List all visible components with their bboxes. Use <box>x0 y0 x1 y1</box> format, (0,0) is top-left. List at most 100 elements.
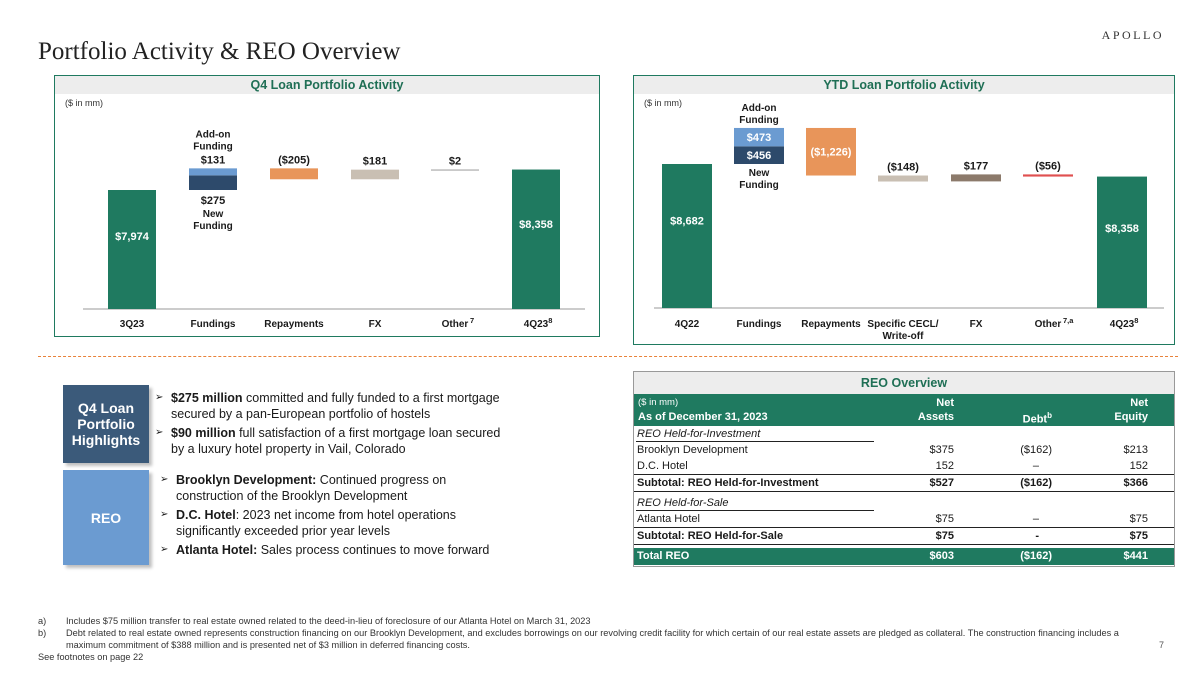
row-assets: $75 <box>935 530 954 542</box>
col-debt-label: Debt <box>1022 413 1048 426</box>
list-item: ➢ Brooklyn Development: Continued progres… <box>160 472 500 504</box>
addon-funding-bar <box>189 168 237 176</box>
row-equity: $213 <box>1123 444 1148 456</box>
list-item: ➢ Atlanta Hotel: Sales process continues … <box>160 542 500 558</box>
reo-as-of: As of December 31, 2023 <box>638 411 768 423</box>
x-tick-label: 4Q22 <box>675 319 700 330</box>
page-title: Portfolio Activity & REO Overview <box>38 38 401 65</box>
x-tick-label: Repayments <box>801 319 861 330</box>
reo-label: REO <box>63 470 149 565</box>
highlight-text: committed and fully funded to a first mo… <box>171 391 500 421</box>
addon-funding-value: $473 <box>747 132 771 144</box>
highlight-bold: D.C. Hotel <box>176 508 236 522</box>
addon-funding-caption: Funding <box>193 141 232 152</box>
chart-unit-note: ($ in mm) <box>65 98 103 108</box>
q4-chart: ($ in mm)3Q23$7,974Fundings$131FundingAd… <box>65 98 585 330</box>
delta-bar <box>270 168 318 180</box>
row-assets: $527 <box>929 477 954 489</box>
list-item: ➢ D.C. Hotel: 2023 net income from hotel … <box>160 507 500 539</box>
row-name: Atlanta Hotel <box>637 513 700 525</box>
arrow-bullet-icon: ➢ <box>155 427 164 438</box>
footnotes: a) Includes $75 million transfer to real … <box>38 615 1138 663</box>
addon-funding-caption: Funding <box>739 115 778 126</box>
bar-value-label: $181 <box>363 156 387 168</box>
highlight-text: Sales process continues to move forward <box>257 543 490 557</box>
total-bar <box>512 169 560 309</box>
bar-value-label: $177 <box>964 160 988 172</box>
reo-highlights-list: ➢ Brooklyn Development: Continued progres… <box>160 472 500 561</box>
highlight-bold: Atlanta Hotel: <box>176 543 258 557</box>
row-equity: 152 <box>1129 460 1148 472</box>
total-bar <box>108 190 156 309</box>
row-debt: - <box>1035 530 1039 542</box>
row-debt: ($162) <box>1020 550 1052 562</box>
delta-bar <box>1023 174 1073 177</box>
section-divider <box>38 356 1178 357</box>
row-rule <box>636 510 874 511</box>
highlight-text: full satisfaction of a first mortgage lo… <box>171 426 501 456</box>
row-equity: $441 <box>1123 550 1148 562</box>
x-tick-label: Other <box>1035 319 1062 330</box>
x-tick-superscript: 8 <box>548 316 552 325</box>
highlight-text: Continued progress on construction of th… <box>176 473 447 503</box>
row-name: Brooklyn Development <box>637 444 748 456</box>
arrow-bullet-icon: ➢ <box>160 474 169 485</box>
x-tick-label: Fundings <box>191 319 236 330</box>
list-item: ➢ $90 million full satisfaction of a firs… <box>155 425 510 457</box>
reo-overview-table: REO Overview ($ in mm) As of December 31… <box>633 371 1175 567</box>
delta-bar <box>431 169 479 171</box>
table-row: Brooklyn Development $375 ($162) $213 <box>634 442 1174 458</box>
arrow-bullet-icon: ➢ <box>160 544 169 555</box>
bar-value-label: ($148) <box>887 162 919 174</box>
col-net-equity-2: Equity <box>1114 411 1148 423</box>
bar-value-label: $2 <box>449 156 461 168</box>
delta-bar <box>806 127 856 176</box>
highlight-bold: $275 million <box>171 391 243 405</box>
x-tick-label: Fundings <box>737 319 782 330</box>
arrow-bullet-icon: ➢ <box>155 392 164 403</box>
addon-funding-caption: Add-on <box>196 129 231 140</box>
highlight-bold: $90 million <box>171 426 236 440</box>
new-funding-value: $456 <box>747 150 771 162</box>
arrow-bullet-icon: ➢ <box>160 509 169 520</box>
brand-logo-text: APOLLO <box>1101 28 1164 42</box>
q4-highlights-label-text: Q4 Loan Portfolio Highlights <box>71 400 141 448</box>
q4-highlights-list: ➢ $275 million committed and fully funded… <box>155 390 510 460</box>
section-label: REO Held-for-Investment <box>637 428 761 440</box>
col-net-equity-1: Net <box>1130 397 1148 409</box>
highlight-bold: Brooklyn Development: <box>176 473 317 487</box>
row-assets: 152 <box>935 460 954 472</box>
x-tick-superscript: 7 <box>470 316 474 325</box>
total-bar <box>662 164 712 308</box>
table-row-total: Total REO $603 ($162) $441 <box>634 548 1174 565</box>
new-funding-caption: Funding <box>193 221 232 232</box>
x-tick-label: FX <box>369 319 382 330</box>
row-debt: – <box>1032 460 1039 472</box>
bar-value-label: $8,682 <box>670 215 704 227</box>
footnote-label: a) <box>38 616 47 626</box>
new-funding-bar <box>189 175 237 190</box>
chart-unit-note: ($ in mm) <box>644 98 682 108</box>
x-tick-label: 3Q23 <box>120 319 145 330</box>
col-net-assets-2: Assets <box>917 411 954 423</box>
q4-highlights-label: Q4 Loan Portfolio Highlights <box>63 385 149 463</box>
row-name: Subtotal: REO Held-for-Sale <box>637 530 784 542</box>
row-debt: ($162) <box>1020 444 1052 456</box>
bar-value-label: ($205) <box>278 154 310 166</box>
addon-funding-bar <box>734 127 784 147</box>
delta-bar <box>951 174 1001 182</box>
col-debt-sup: b <box>1047 411 1052 420</box>
row-equity: $75 <box>1129 530 1148 542</box>
q4-chart-panel: Q4 Loan Portfolio Activity ($ in mm) 3Q23… <box>54 75 600 337</box>
footnote-label: b) <box>38 628 47 638</box>
x-tick-label: Other <box>442 319 469 330</box>
delta-bar <box>878 175 928 182</box>
new-funding-caption: Funding <box>739 180 778 191</box>
total-bar <box>1097 176 1147 308</box>
ytd-chart-title: YTD Loan Portfolio Activity <box>634 76 1174 94</box>
footnote-see: See footnotes on page 22 <box>38 652 144 662</box>
list-item: ➢ $275 million committed and fully funded… <box>155 390 510 422</box>
q4-chart-title: Q4 Loan Portfolio Activity <box>55 76 599 94</box>
new-funding-bar <box>734 146 784 164</box>
table-row: REO Held-for-Sale <box>634 495 1174 511</box>
